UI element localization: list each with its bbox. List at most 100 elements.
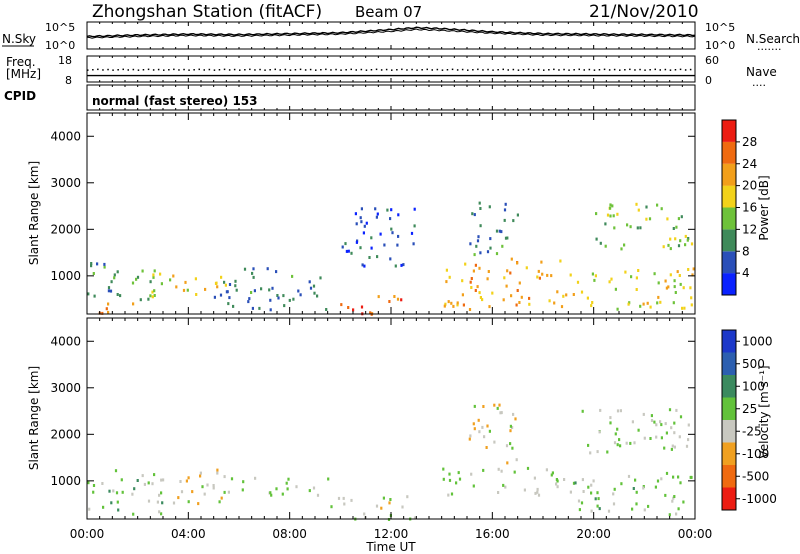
y-tick-label: 4000 [50, 129, 81, 143]
heatmap-cell [230, 477, 234, 481]
heatmap-cell [612, 492, 615, 496]
nave-point [304, 69, 307, 71]
colorbar-bin [722, 420, 736, 443]
heatmap-cell [606, 450, 609, 454]
heatmap-cell [663, 446, 666, 450]
nave-point [487, 68, 489, 71]
heatmap-cell [316, 294, 319, 298]
heatmap-cell [569, 273, 572, 277]
noise-left-tick-top: 10^5 [45, 21, 75, 34]
cpid-label: CPID [4, 89, 36, 103]
nave-point [294, 69, 297, 71]
freq-tick-top: 18 [58, 54, 72, 67]
heatmap-cell [234, 279, 237, 283]
nave-point [613, 68, 616, 71]
nave-point [102, 69, 104, 71]
heatmap-cell [502, 483, 505, 487]
heatmap-cell [512, 219, 515, 223]
heatmap-cell [592, 479, 595, 483]
heatmap-cell [525, 266, 528, 270]
heatmap-cell [397, 234, 400, 238]
heatmap-cell [360, 220, 363, 224]
heatmap-cell [473, 253, 476, 257]
heatmap-cell [488, 305, 491, 309]
heatmap-cell [212, 486, 215, 490]
heatmap-cell [612, 502, 616, 506]
heatmap-cell [308, 489, 311, 493]
heatmap-cell [199, 474, 202, 478]
heatmap-cell [511, 426, 514, 429]
heatmap-cell [312, 486, 316, 490]
nave-label: Nave [746, 65, 777, 79]
heatmap-cell [653, 272, 656, 276]
nave-point [426, 68, 428, 71]
heatmap-cell [359, 216, 362, 220]
heatmap-cell [591, 272, 594, 276]
heatmap-cell [510, 257, 513, 261]
heatmap-cell [612, 214, 615, 218]
heatmap-cell [380, 506, 383, 510]
heatmap-cell [110, 501, 113, 505]
heatmap-cell [481, 298, 484, 302]
heatmap-cell [495, 252, 499, 256]
heatmap-cell [337, 496, 341, 500]
heatmap-cell [327, 477, 330, 481]
heatmap-cell [515, 458, 518, 462]
heatmap-cell [659, 300, 662, 304]
nave-point [137, 69, 140, 71]
nave-point [522, 69, 525, 71]
nave-point [330, 69, 332, 71]
nave-point [289, 69, 292, 71]
heatmap-cell [172, 274, 175, 278]
heatmap-cell [160, 478, 163, 482]
heatmap-cell [509, 271, 512, 275]
x-tick-label: 08:00 [272, 527, 307, 541]
heatmap-cell [390, 227, 393, 231]
heatmap-cell [511, 446, 514, 450]
heatmap-cell [119, 294, 122, 298]
heatmap-cell [632, 487, 635, 490]
nave-point [396, 69, 398, 71]
heatmap-cell [534, 491, 537, 495]
heatmap-cell [343, 502, 346, 506]
heatmap-cell [673, 421, 676, 425]
heatmap-cell [299, 293, 302, 297]
heatmap-cell [537, 269, 540, 273]
heatmap-cell [626, 223, 629, 227]
nave-point [132, 68, 135, 71]
velocity-heatmap-cells [87, 403, 693, 521]
heatmap-cell [389, 217, 392, 221]
heatmap-cell [677, 475, 680, 479]
heatmap-cell [528, 296, 531, 300]
heatmap-cell [536, 275, 539, 279]
heatmap-cell [457, 471, 460, 475]
heatmap-cell [187, 500, 190, 504]
heatmap-cell [590, 509, 593, 513]
heatmap-cell [389, 498, 392, 501]
heatmap-cell [143, 482, 146, 486]
heatmap-cell [153, 473, 156, 477]
nave-point [87, 69, 89, 71]
heatmap-cell [591, 301, 594, 304]
heatmap-cell [607, 509, 611, 513]
heatmap-cell [616, 427, 619, 431]
nave-point [254, 69, 256, 71]
heatmap-cell [219, 293, 223, 297]
heatmap-cell [470, 472, 473, 476]
heatmap-cell [545, 468, 548, 472]
heatmap-cell [546, 273, 549, 277]
heatmap-cell [598, 507, 601, 511]
heatmap-cell [216, 468, 219, 472]
heatmap-cell [363, 224, 366, 228]
heatmap-cell [281, 492, 284, 496]
heatmap-cell [376, 255, 379, 259]
heatmap-cell [234, 284, 237, 288]
x-tick-label: 20:00 [576, 527, 611, 541]
heatmap-cell [537, 493, 541, 497]
colorbar-tick-label: 8 [742, 244, 750, 258]
nave-point [588, 68, 591, 71]
heatmap-cell [218, 500, 221, 504]
heatmap-cell [633, 441, 636, 445]
heatmap-cell [619, 444, 622, 448]
heatmap-cell [159, 272, 162, 276]
